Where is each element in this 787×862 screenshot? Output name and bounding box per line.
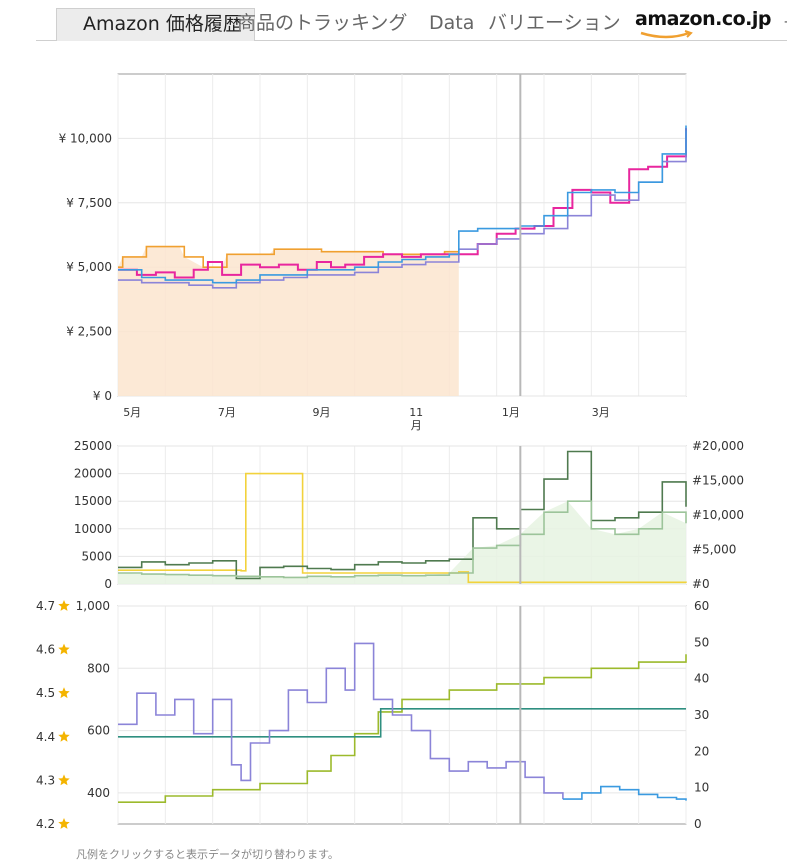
y-tick-label: ¥ 5,000 <box>66 260 112 274</box>
smile-icon <box>640 30 693 39</box>
y-tick-label-right: #15,000 <box>692 474 744 488</box>
x-tick-label: 7月 <box>218 406 236 419</box>
y-tick-label: ¥ 10,000 <box>59 131 112 145</box>
y-tick-label-right: #0 <box>692 577 710 591</box>
star-icon <box>58 687 70 699</box>
y-tick-label: 15000 <box>74 494 112 508</box>
y-tick-label-right: #10,000 <box>692 508 744 522</box>
series-area-1 <box>118 246 459 396</box>
y-tick-label: 600 <box>87 724 110 738</box>
series-line-3[interactable] <box>118 500 687 579</box>
rating-tick-label: 4.5 <box>36 686 55 700</box>
y-tick-label: 5000 <box>81 549 112 563</box>
rating-tick-label: 4.3 <box>36 773 55 787</box>
y-tick-label: 0 <box>104 577 112 591</box>
x-tick-label: 3月 <box>592 406 610 419</box>
series-line-1[interactable] <box>118 654 687 803</box>
x-tick-label: 1月 <box>502 406 520 419</box>
x-tick-label: 5月 <box>123 406 141 419</box>
y-tick-label-right: 20 <box>694 744 709 758</box>
star-icon <box>58 774 70 786</box>
series-line-2[interactable] <box>118 708 686 738</box>
y-tick-label: ¥ 7,500 <box>66 196 112 210</box>
tab-tracking[interactable]: 商品のトラッキング <box>237 12 408 34</box>
y-tick-label-right: #20,000 <box>692 439 744 453</box>
tab-bar: Amazon 価格履歴 商品のトラッキング Data バリエーション amazo… <box>36 0 787 41</box>
tab-data[interactable]: Data <box>429 12 475 34</box>
chart-panel-3: 400 600 800 1,000 4.2 4.3 4.4 4.5 4.6 4.7 0 10 20 30 4… <box>36 599 709 831</box>
y-tick-label: 400 <box>87 786 110 800</box>
rating-tick-label: 4.6 <box>36 643 55 657</box>
y-tick-label: 800 <box>87 661 110 675</box>
footer-note: 凡例をクリックすると表示データが切り替わります。 <box>76 848 339 861</box>
rating-tick-label: 4.2 <box>36 817 55 831</box>
rating-tick-label: 4.7 <box>36 599 55 613</box>
tab-variations[interactable]: バリエーション <box>488 12 621 34</box>
y-tick-label-right: 50 <box>694 635 709 649</box>
series-line-1[interactable] <box>118 472 687 584</box>
amazon-logo[interactable]: amazon.co.jp <box>635 8 771 39</box>
y-tick-label: 20000 <box>74 467 112 481</box>
series-line-4[interactable] <box>118 125 687 284</box>
y-tick-label: ¥ 0 <box>93 389 112 403</box>
chart-panel-1: ¥ 0 ¥ 2,500 ¥ 5,000 ¥ 7,500 ¥ 10,000 5月 7月 9月 11… <box>59 73 687 432</box>
series-line-3[interactable] <box>118 642 564 800</box>
logo-text: amazon.co.jp <box>635 8 771 30</box>
series-line-4[interactable] <box>562 785 687 801</box>
rating-tick-label: 4.4 <box>36 730 55 744</box>
y-tick-label: 25000 <box>74 439 112 453</box>
star-icon <box>58 600 70 611</box>
star-icon <box>58 643 70 655</box>
star-icon <box>58 818 70 829</box>
y-tick-label-right: 30 <box>694 708 709 722</box>
y-tick-label: ¥ 2,500 <box>66 325 112 339</box>
star-icon <box>58 730 70 742</box>
tab-more[interactable]: - <box>784 14 787 30</box>
y-tick-label-right: 0 <box>694 817 702 831</box>
y-tick-label-right: 40 <box>694 672 709 686</box>
chart-panel-2: 0 5000 10000 15000 20000 25000 #0 #5,000 #10,000… <box>74 439 744 591</box>
y-tick-label: 10000 <box>74 522 112 536</box>
y-tick-label: 1,000 <box>76 599 110 613</box>
x-tick-label: 9月 <box>313 406 331 419</box>
x-tick-label: 11 <box>409 406 423 419</box>
y-tick-label-right: #5,000 <box>692 543 736 557</box>
y-tick-label-right: 10 <box>694 781 709 795</box>
x-tick-label-suffix: 月 <box>411 419 422 432</box>
y-tick-label-right: 60 <box>694 599 709 613</box>
series-line-3[interactable] <box>118 130 687 289</box>
tab-price-history[interactable]: Amazon 価格履歴 <box>56 8 255 41</box>
